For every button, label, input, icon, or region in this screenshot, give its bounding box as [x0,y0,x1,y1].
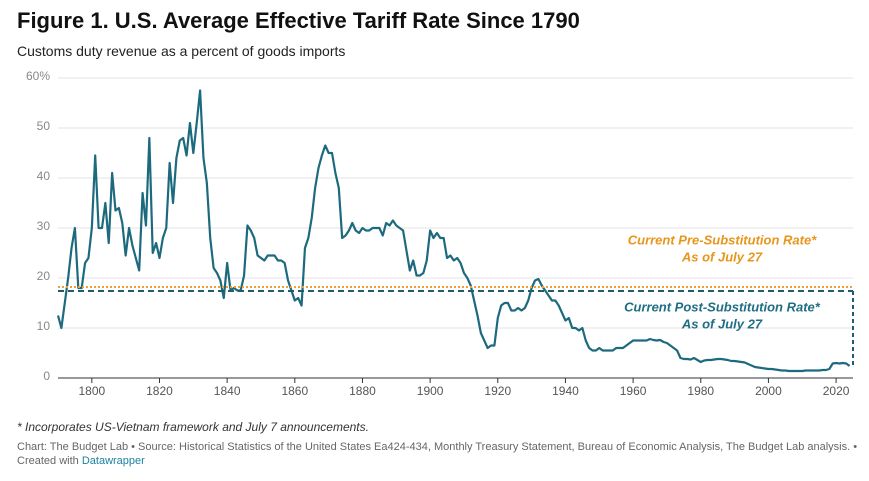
x-tick-label: 1860 [281,384,308,398]
reference-label: As of July 27 [681,249,763,264]
footnote: * Incorporates US-Vietnam framework and … [17,420,369,434]
reference-label: Current Post-Substitution Rate* [624,299,821,314]
y-tick-label: 40 [37,169,51,183]
x-tick-label: 1840 [214,384,241,398]
y-tick-label: 50 [37,119,51,133]
reference-label: Current Pre-Substitution Rate* [628,232,817,247]
y-tick-label: 10 [37,319,51,333]
x-tick-label: 1880 [349,384,376,398]
x-tick-label: 2000 [755,384,782,398]
x-tick-label: 1900 [417,384,444,398]
y-tick-label: 30 [37,219,51,233]
reference-label: As of July 27 [681,316,763,331]
x-tick-label: 1960 [620,384,647,398]
x-tick-label: 1800 [78,384,105,398]
chart-title: Figure 1. U.S. Average Effective Tariff … [17,8,580,33]
x-tick-label: 1980 [687,384,714,398]
x-tick-label: 1820 [146,384,173,398]
source: Chart: The Budget Lab • Source: Historic… [17,441,858,453]
data-line [56,89,851,373]
x-tick-label: 1920 [484,384,511,398]
y-tick-label: 0 [43,369,50,383]
x-tick-label: 1940 [552,384,579,398]
x-tick-label: 2020 [823,384,850,398]
credit-link[interactable]: Datawrapper [81,455,145,467]
y-tick-label: 20 [37,269,51,283]
credit: Created with Datawrapper [17,455,145,467]
credit-text: Created with [17,455,79,467]
chart-subtitle: Customs duty revenue as a percent of goo… [17,43,346,59]
y-tick-label: 60% [26,69,50,83]
